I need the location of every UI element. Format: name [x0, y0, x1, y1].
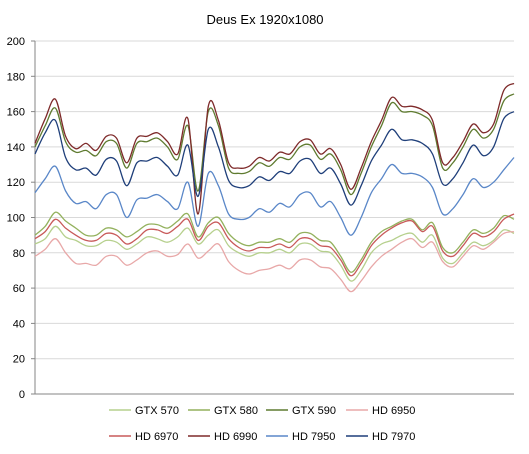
y-tick-label: 60 [13, 283, 25, 295]
chart-title: Deus Ex 1920x1080 [206, 12, 323, 27]
legend-label-hd-6950: HD 6950 [372, 405, 415, 417]
series-line-gtx-570 [34, 225, 515, 282]
series-layer [34, 82, 515, 293]
legend-label-gtx-590: GTX 590 [292, 405, 336, 417]
y-tick-label: 0 [19, 389, 25, 401]
legend-label-hd-7950: HD 7950 [292, 431, 335, 443]
legend-label-gtx-580: GTX 580 [214, 405, 258, 417]
legend-label-gtx-570: GTX 570 [135, 405, 179, 417]
legend-label-hd-7970: HD 7970 [372, 431, 415, 443]
y-tick-label: 160 [7, 107, 25, 119]
legend-label-hd-6990: HD 6990 [214, 431, 257, 443]
y-tick-label: 40 [13, 318, 25, 330]
series-line-hd-6970 [34, 213, 515, 277]
y-tick-label: 140 [7, 142, 25, 154]
y-tick-label: 200 [7, 36, 25, 48]
series-line-hd-7950 [34, 157, 515, 236]
y-tick-label: 100 [7, 213, 25, 225]
y-tick-label: 180 [7, 71, 25, 83]
grid-layer [35, 40, 514, 360]
legend-label-hd-6970: HD 6970 [135, 431, 178, 443]
y-tick-label: 120 [7, 177, 25, 189]
series-line-hd-6990 [34, 82, 515, 215]
legend: GTX 570 GTX 580 GTX 590 HD 6950 HD 6970 HD 69… [109, 405, 415, 443]
series-line-hd-7970 [34, 111, 515, 206]
series-line-gtx-590 [34, 93, 515, 196]
y-tick-label: 80 [13, 248, 25, 260]
y-tick-label: 20 [13, 354, 25, 366]
series-line-hd-6950 [34, 230, 515, 293]
axis-layer: 0 20 40 60 80 100 120 140 160 180 200 [7, 36, 514, 401]
series-line-gtx-580 [34, 211, 515, 273]
